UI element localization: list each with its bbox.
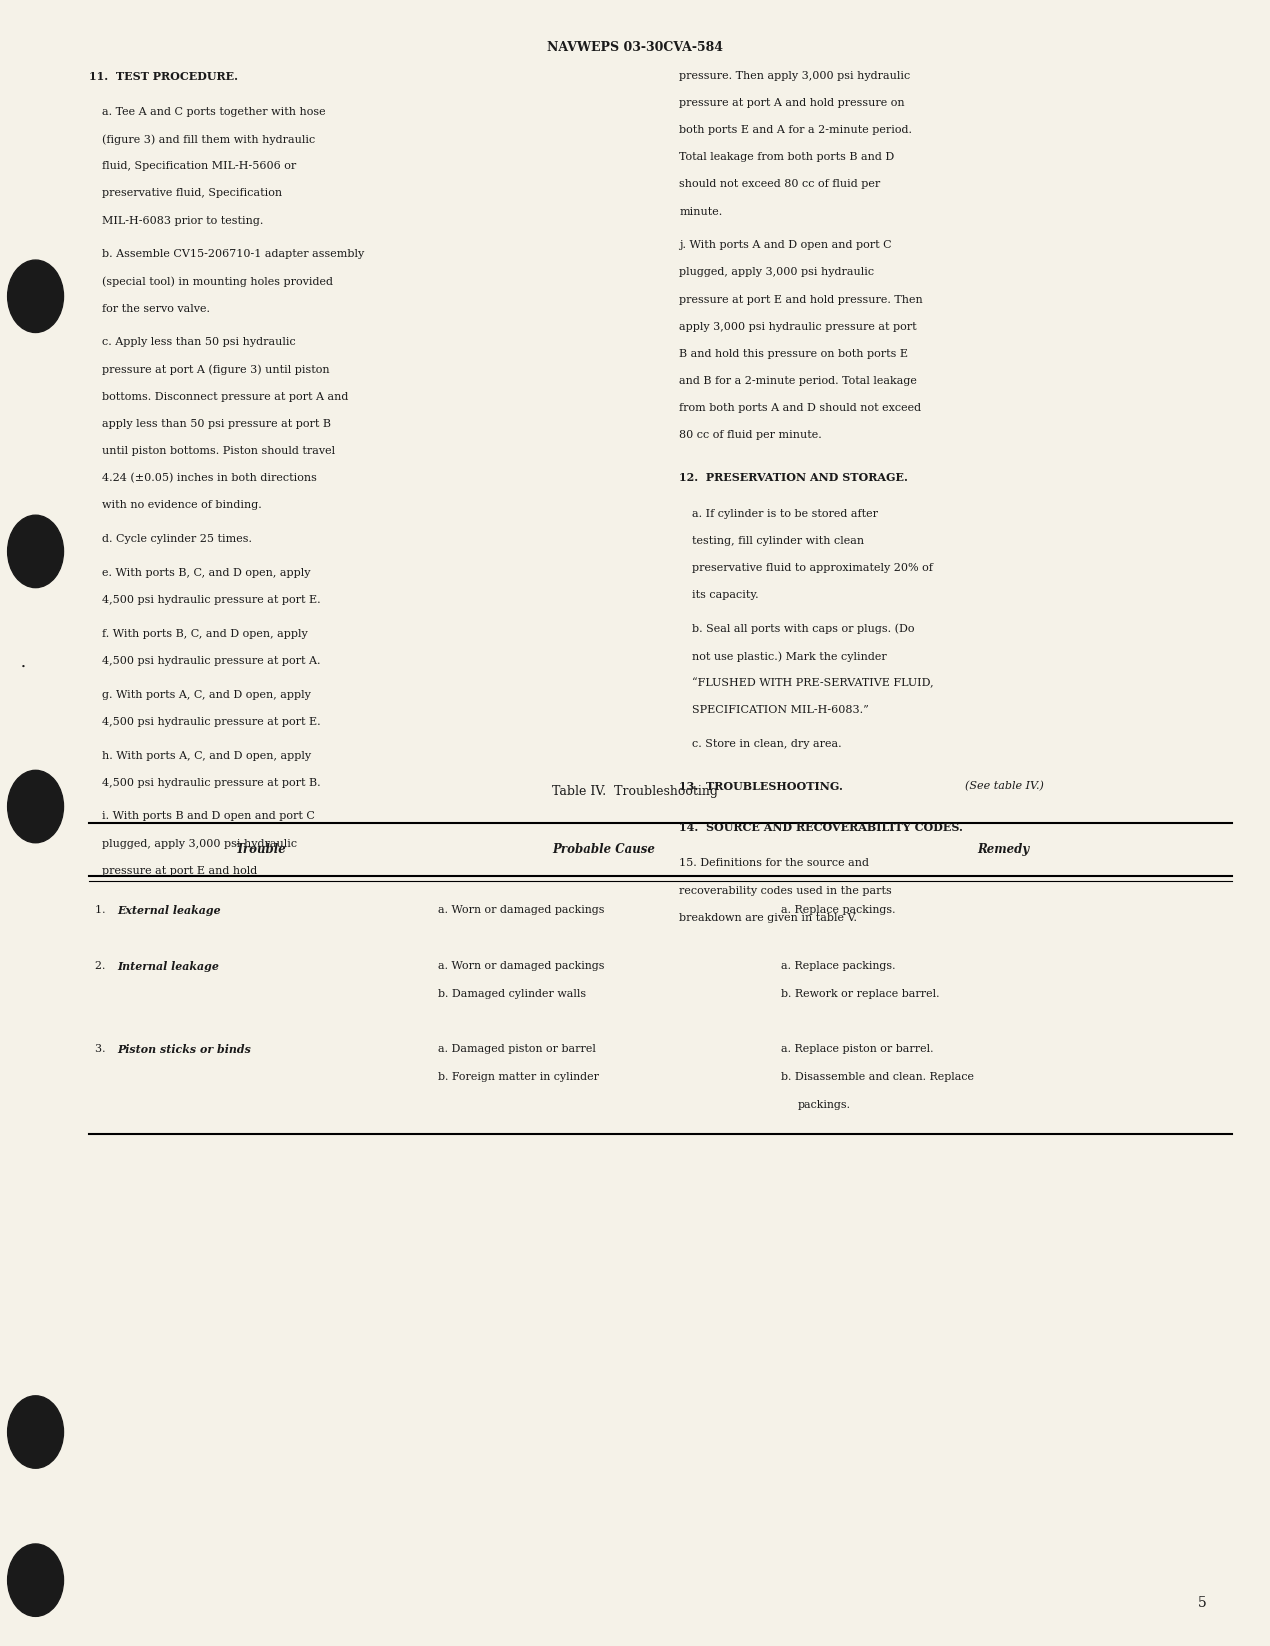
Text: breakdown are given in table V.: breakdown are given in table V. <box>679 912 857 923</box>
Text: c. Apply less than 50 psi hydraulic: c. Apply less than 50 psi hydraulic <box>102 337 296 347</box>
Text: 15. Definitions for the source and: 15. Definitions for the source and <box>679 858 870 869</box>
Text: 5: 5 <box>1198 1595 1206 1610</box>
Text: pressure at port A (figure 3) until piston: pressure at port A (figure 3) until pist… <box>102 364 329 375</box>
Text: (special tool) in mounting holes provided: (special tool) in mounting holes provide… <box>102 277 333 286</box>
Text: NAVWEPS 03-30CVA-584: NAVWEPS 03-30CVA-584 <box>547 41 723 54</box>
Text: packings.: packings. <box>798 1100 851 1109</box>
Text: its capacity.: its capacity. <box>692 589 758 601</box>
Text: preservative fluid to approximately 20% of: preservative fluid to approximately 20% … <box>692 563 933 573</box>
Text: apply less than 50 psi pressure at port B: apply less than 50 psi pressure at port … <box>102 418 330 430</box>
Text: from both ports A and D should not exceed: from both ports A and D should not excee… <box>679 403 922 413</box>
Circle shape <box>8 515 64 588</box>
Text: a. Replace piston or barrel.: a. Replace piston or barrel. <box>781 1044 933 1053</box>
Text: i. With ports B and D open and port C: i. With ports B and D open and port C <box>102 811 315 821</box>
Text: a. Replace packings.: a. Replace packings. <box>781 905 895 915</box>
Text: pressure. Then apply 3,000 psi hydraulic: pressure. Then apply 3,000 psi hydraulic <box>679 71 911 81</box>
Text: b. Damaged cylinder walls: b. Damaged cylinder walls <box>438 989 587 999</box>
Text: b. Assemble CV15-206710-1 adapter assembly: b. Assemble CV15-206710-1 adapter assemb… <box>102 249 363 260</box>
Text: fluid, Specification MIL-H-5606 or: fluid, Specification MIL-H-5606 or <box>102 161 296 171</box>
Text: 4.24 (±0.05) inches in both directions: 4.24 (±0.05) inches in both directions <box>102 472 316 484</box>
Text: 11.  TEST PROCEDURE.: 11. TEST PROCEDURE. <box>89 71 237 82</box>
Text: Piston sticks or binds: Piston sticks or binds <box>117 1044 250 1055</box>
Text: a. Damaged piston or barrel: a. Damaged piston or barrel <box>438 1044 596 1053</box>
Text: Trouble: Trouble <box>235 843 286 856</box>
Text: d. Cycle cylinder 25 times.: d. Cycle cylinder 25 times. <box>102 533 251 545</box>
Text: Remedy: Remedy <box>977 843 1030 856</box>
Text: h. With ports A, C, and D open, apply: h. With ports A, C, and D open, apply <box>102 751 311 760</box>
Text: Internal leakage: Internal leakage <box>117 961 218 973</box>
Text: 4,500 psi hydraulic pressure at port E.: 4,500 psi hydraulic pressure at port E. <box>102 716 320 728</box>
Text: Total leakage from both ports B and D: Total leakage from both ports B and D <box>679 153 894 163</box>
Text: c. Store in clean, dry area.: c. Store in clean, dry area. <box>692 739 842 749</box>
Text: a. Tee A and C ports together with hose: a. Tee A and C ports together with hose <box>102 107 325 117</box>
Circle shape <box>8 1544 64 1616</box>
Text: plugged, apply 3,000 psi hydraulic: plugged, apply 3,000 psi hydraulic <box>679 267 875 278</box>
Text: with no evidence of binding.: with no evidence of binding. <box>102 500 262 510</box>
Text: 3.: 3. <box>95 1044 113 1053</box>
Text: b. Rework or replace barrel.: b. Rework or replace barrel. <box>781 989 940 999</box>
Text: not use plastic.) Mark the cylinder: not use plastic.) Mark the cylinder <box>692 650 886 662</box>
Text: 14.  SOURCE AND RECOVERABILITY CODES.: 14. SOURCE AND RECOVERABILITY CODES. <box>679 821 964 833</box>
Circle shape <box>8 770 64 843</box>
Text: b. Disassemble and clean. Replace: b. Disassemble and clean. Replace <box>781 1072 974 1081</box>
Text: until piston bottoms. Piston should travel: until piston bottoms. Piston should trav… <box>102 446 335 456</box>
Text: 4,500 psi hydraulic pressure at port E.: 4,500 psi hydraulic pressure at port E. <box>102 594 320 606</box>
Text: 4,500 psi hydraulic pressure at port A.: 4,500 psi hydraulic pressure at port A. <box>102 655 320 667</box>
Text: pressure at port E and hold pressure. Then: pressure at port E and hold pressure. Th… <box>679 295 923 305</box>
Text: Table IV.  Troubleshooting: Table IV. Troubleshooting <box>552 785 718 798</box>
Text: pressure at port A and hold pressure on: pressure at port A and hold pressure on <box>679 99 906 109</box>
Text: f. With ports B, C, and D open, apply: f. With ports B, C, and D open, apply <box>102 629 307 639</box>
Text: MIL-H-6083 prior to testing.: MIL-H-6083 prior to testing. <box>102 216 263 226</box>
Text: g. With ports A, C, and D open, apply: g. With ports A, C, and D open, apply <box>102 690 310 700</box>
Text: both ports E and A for a 2-minute period.: both ports E and A for a 2-minute period… <box>679 125 912 135</box>
Text: •: • <box>20 663 25 670</box>
Text: bottoms. Disconnect pressure at port A and: bottoms. Disconnect pressure at port A a… <box>102 392 348 402</box>
Text: B and hold this pressure on both ports E: B and hold this pressure on both ports E <box>679 349 908 359</box>
Text: a. If cylinder is to be stored after: a. If cylinder is to be stored after <box>692 509 878 518</box>
Text: 12.  PRESERVATION AND STORAGE.: 12. PRESERVATION AND STORAGE. <box>679 472 908 484</box>
Text: testing, fill cylinder with clean: testing, fill cylinder with clean <box>692 535 865 546</box>
Text: 13.  TROUBLESHOOTING.: 13. TROUBLESHOOTING. <box>679 780 843 792</box>
Text: SPECIFICATION MIL-H-6083.”: SPECIFICATION MIL-H-6083.” <box>692 704 869 716</box>
Text: e. With ports B, C, and D open, apply: e. With ports B, C, and D open, apply <box>102 568 310 578</box>
Text: recoverability codes used in the parts: recoverability codes used in the parts <box>679 886 893 895</box>
Circle shape <box>8 260 64 332</box>
Circle shape <box>8 1396 64 1468</box>
Text: External leakage: External leakage <box>117 905 221 917</box>
Text: a. Worn or damaged packings: a. Worn or damaged packings <box>438 905 605 915</box>
Text: 4,500 psi hydraulic pressure at port B.: 4,500 psi hydraulic pressure at port B. <box>102 777 320 788</box>
Text: 1.: 1. <box>95 905 113 915</box>
Text: for the servo valve.: for the servo valve. <box>102 303 210 314</box>
Text: pressure at port E and hold: pressure at port E and hold <box>102 866 257 876</box>
Text: and B for a 2-minute period. Total leakage: and B for a 2-minute period. Total leaka… <box>679 375 917 387</box>
Text: b. Seal all ports with caps or plugs. (Do: b. Seal all ports with caps or plugs. (D… <box>692 624 914 634</box>
Text: 2.: 2. <box>95 961 113 971</box>
Text: (figure 3) and fill them with hydraulic: (figure 3) and fill them with hydraulic <box>102 135 315 145</box>
Text: minute.: minute. <box>679 206 723 217</box>
Text: j. With ports A and D open and port C: j. With ports A and D open and port C <box>679 240 892 250</box>
Text: b. Foreign matter in cylinder: b. Foreign matter in cylinder <box>438 1072 599 1081</box>
Text: (See table IV.): (See table IV.) <box>965 780 1044 792</box>
Text: a. Worn or damaged packings: a. Worn or damaged packings <box>438 961 605 971</box>
Text: apply 3,000 psi hydraulic pressure at port: apply 3,000 psi hydraulic pressure at po… <box>679 321 917 332</box>
Text: a. Replace packings.: a. Replace packings. <box>781 961 895 971</box>
Text: Probable Cause: Probable Cause <box>551 843 655 856</box>
Text: preservative fluid, Specification: preservative fluid, Specification <box>102 189 282 199</box>
Text: plugged, apply 3,000 psi hydraulic: plugged, apply 3,000 psi hydraulic <box>102 838 297 849</box>
Text: “FLUSHED WITH PRE-SERVATIVE FLUID,: “FLUSHED WITH PRE-SERVATIVE FLUID, <box>692 678 933 688</box>
Text: 80 cc of fluid per minute.: 80 cc of fluid per minute. <box>679 430 822 441</box>
Text: should not exceed 80 cc of fluid per: should not exceed 80 cc of fluid per <box>679 179 880 189</box>
